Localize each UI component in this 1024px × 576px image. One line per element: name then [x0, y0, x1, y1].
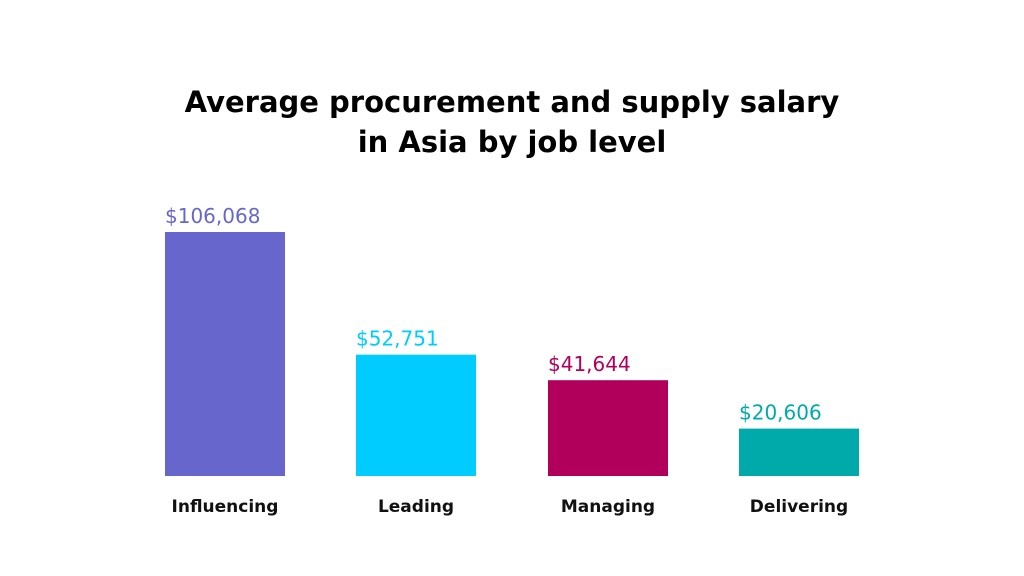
bar-influencing: [165, 232, 285, 476]
category-labels-group: Influencing Leading Managing Delivering: [172, 497, 849, 517]
chart-title-line-1: Average procurement and supply salary: [185, 85, 840, 119]
chart-title: Average procurement and supply salary in…: [185, 85, 840, 159]
bar-managing: [548, 380, 668, 476]
value-label-managing: $41,644: [548, 352, 631, 376]
bar-delivering: [739, 428, 859, 476]
bars-group: [165, 232, 859, 476]
category-label-delivering: Delivering: [750, 497, 848, 517]
value-labels-group: $106,068 $52,751 $41,644 $20,606: [165, 204, 822, 425]
category-label-leading: Leading: [378, 497, 454, 517]
category-label-managing: Managing: [561, 497, 655, 517]
bar-leading: [356, 354, 476, 476]
value-label-delivering: $20,606: [739, 401, 822, 425]
category-label-influencing: Influencing: [172, 497, 279, 517]
chart-title-line-2: in Asia by job level: [358, 125, 667, 159]
value-label-leading: $52,751: [356, 327, 439, 351]
value-label-influencing: $106,068: [165, 204, 260, 228]
